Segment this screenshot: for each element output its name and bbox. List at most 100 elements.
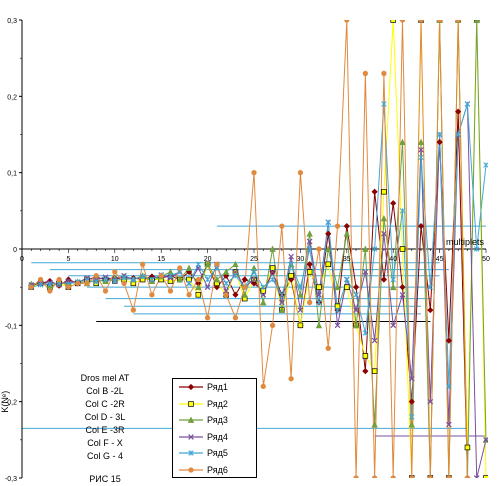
data-point: [390, 322, 397, 329]
data-point: [306, 246, 313, 252]
data-point: [362, 330, 369, 336]
data-point: [149, 292, 155, 298]
data-point: [436, 20, 443, 23]
data-point: [352, 321, 360, 329]
data-point: [112, 278, 118, 284]
x-tick-label: 45: [436, 256, 444, 263]
data-point: [473, 246, 480, 252]
series-line-5: [31, 103, 487, 417]
data-point: [37, 276, 44, 283]
data-point: [204, 260, 211, 268]
data-point: [47, 281, 53, 287]
data-point: [188, 400, 194, 407]
data-point: [389, 283, 397, 291]
data-point: [232, 260, 239, 268]
data-point: [380, 276, 388, 283]
x-tick-label: 10: [111, 256, 119, 263]
x-axis-label: multiplets: [446, 237, 485, 247]
data-point: [427, 306, 434, 314]
data-point: [188, 433, 194, 440]
x-tick-label: 0: [20, 256, 24, 263]
data-point: [188, 450, 194, 457]
data-point: [269, 276, 276, 283]
data-point: [455, 108, 462, 115]
data-point: [195, 276, 201, 283]
data-point: [186, 280, 192, 287]
data-point: [445, 337, 452, 344]
data-point: [325, 219, 331, 226]
data-point: [279, 299, 285, 306]
data-point: [195, 261, 202, 268]
data-point: [260, 291, 267, 298]
data-point: [47, 288, 53, 294]
data-point: [316, 284, 322, 290]
data-point: [390, 200, 397, 207]
data-point: [464, 101, 471, 107]
data-point: [362, 245, 369, 252]
data-point: [241, 276, 248, 283]
legend-label: Ряд2: [207, 398, 228, 409]
data-point: [214, 261, 220, 267]
axes: [19, 19, 487, 479]
data-point: [297, 291, 304, 298]
data-point: [232, 291, 239, 298]
legend-swatch: [179, 400, 203, 407]
data-point: [121, 280, 127, 287]
data-point: [371, 188, 378, 195]
data-point: [343, 222, 350, 230]
data-point: [371, 475, 378, 478]
data-point: [344, 284, 350, 290]
data-point: [316, 299, 322, 306]
data-point: [288, 261, 294, 268]
legend-label: Ряд4: [207, 431, 228, 442]
axis-labels: 0,3 0,2 0,1 0 -0,1 -0,2 -0,3 0 5 10 15 20 25 30 35 40 45…: [0, 18, 490, 483]
data-point: [188, 467, 194, 473]
data-point: [325, 245, 332, 252]
data-point: [343, 230, 351, 237]
data-point: [279, 292, 285, 298]
x-tick-label: 35: [343, 256, 351, 263]
data-point: [269, 265, 276, 271]
data-point: [306, 261, 313, 268]
data-point: [241, 291, 248, 298]
data-point: [334, 283, 341, 291]
data-point: [408, 421, 415, 428]
data-point: [408, 398, 415, 405]
data-point: [464, 444, 471, 451]
legend-item: Ряд5: [173, 445, 256, 462]
data-point: [167, 288, 174, 294]
annotation-line: Dros mel AT: [80, 373, 130, 383]
data-point: [390, 276, 396, 283]
data-point: [242, 284, 248, 290]
data-point: [187, 384, 195, 391]
data-point: [418, 154, 424, 161]
y-tick-label: 0: [13, 247, 17, 254]
x-tick-label: 20: [204, 256, 212, 263]
data-point: [381, 189, 387, 195]
series-line-6: [30, 20, 468, 478]
data-point: [84, 280, 90, 287]
data-point: [455, 20, 461, 23]
data-point: [446, 475, 452, 478]
data-point: [371, 246, 378, 252]
data-point: [269, 322, 276, 328]
data-point: [204, 315, 211, 321]
dataset-annotation: Dros mel AT Col B -2L Col C -2R Col D - …: [60, 372, 150, 486]
data-point: [483, 162, 488, 168]
data-point: [399, 291, 406, 298]
data-point: [381, 101, 387, 107]
data-point: [316, 246, 322, 252]
data-point: [232, 272, 239, 279]
data-point: [297, 284, 304, 290]
data-point: [167, 272, 174, 279]
data-point: [399, 208, 406, 214]
data-point: [223, 292, 229, 298]
x-tick-label: 50: [482, 256, 490, 263]
data-point: [112, 269, 118, 275]
data-point: [436, 131, 443, 138]
data-point: [344, 20, 350, 23]
legend-swatch: [179, 384, 203, 391]
legend-label: Ряд5: [207, 448, 228, 459]
annotation-line: Col F - X: [87, 438, 123, 448]
data-point: [483, 437, 488, 443]
